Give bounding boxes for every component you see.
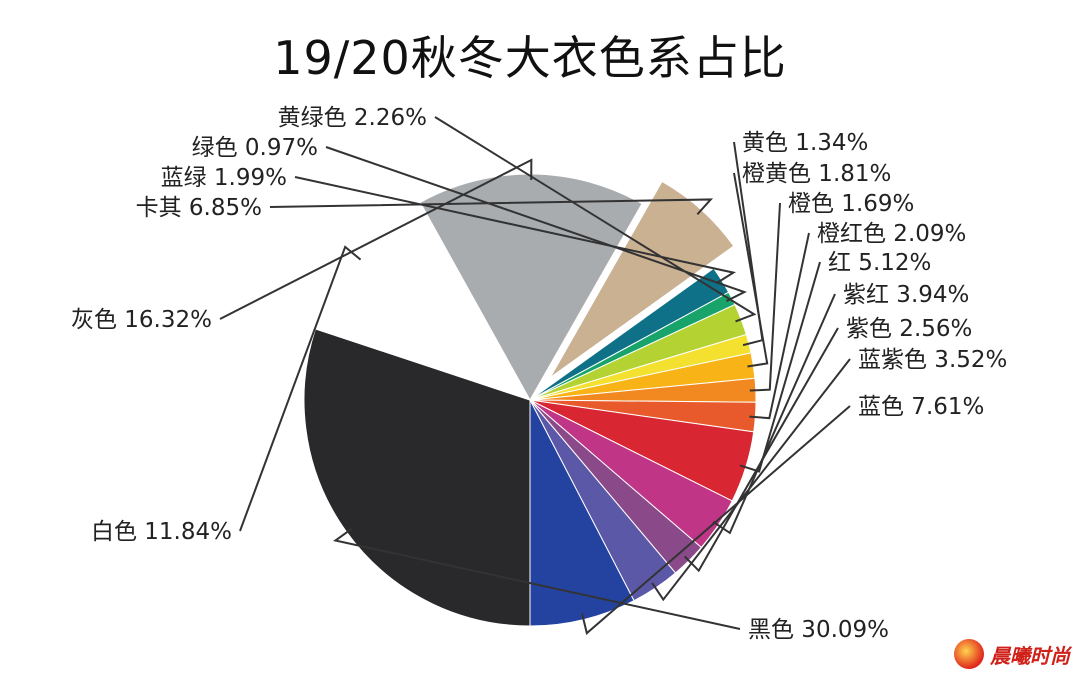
leader-line bbox=[683, 327, 839, 573]
leader-line bbox=[294, 176, 737, 285]
leader-line bbox=[219, 158, 533, 320]
leader-line bbox=[712, 293, 836, 535]
slice-label: 紫红 3.94% bbox=[843, 282, 969, 308]
leader-line bbox=[581, 405, 851, 635]
chart-title: 19/20秋冬大衣色系占比 bbox=[273, 31, 787, 85]
slice-label: 黄绿色 2.26% bbox=[278, 105, 427, 131]
leader-line bbox=[733, 172, 769, 368]
leader-line bbox=[739, 261, 821, 473]
leader-line bbox=[333, 527, 741, 630]
watermark: 晨曦时尚 bbox=[954, 637, 1070, 671]
slice-label: 卡其 6.85% bbox=[136, 195, 262, 221]
slice-label: 绿色 0.97% bbox=[192, 135, 318, 161]
leader-line bbox=[434, 116, 757, 323]
slice-label: 蓝色 7.61% bbox=[858, 394, 984, 420]
leader-line bbox=[749, 202, 781, 392]
slice-label: 白色 11.84% bbox=[91, 519, 232, 545]
leader-line bbox=[749, 232, 810, 420]
watermark-emblem-icon bbox=[954, 639, 984, 669]
slice-label: 紫色 2.56% bbox=[846, 316, 972, 342]
slice-label: 灰色 16.32% bbox=[71, 307, 212, 333]
watermark-text: 晨曦时尚 bbox=[990, 643, 1070, 668]
slice-label: 红 5.12% bbox=[828, 250, 931, 276]
slice-label: 橙黄色 1.81% bbox=[742, 161, 891, 187]
leader-line bbox=[325, 146, 747, 302]
slice-label: 橙色 1.69% bbox=[788, 191, 914, 217]
slice-label: 蓝绿 1.99% bbox=[161, 165, 287, 191]
leader-line bbox=[239, 245, 362, 532]
slice-label: 橙红色 2.09% bbox=[817, 221, 966, 247]
slice-label: 黄色 1.34% bbox=[742, 130, 868, 156]
slice-label: 蓝紫色 3.52% bbox=[858, 347, 1007, 373]
slice-label: 黑色 30.09% bbox=[748, 617, 889, 643]
leader-line bbox=[651, 358, 851, 602]
